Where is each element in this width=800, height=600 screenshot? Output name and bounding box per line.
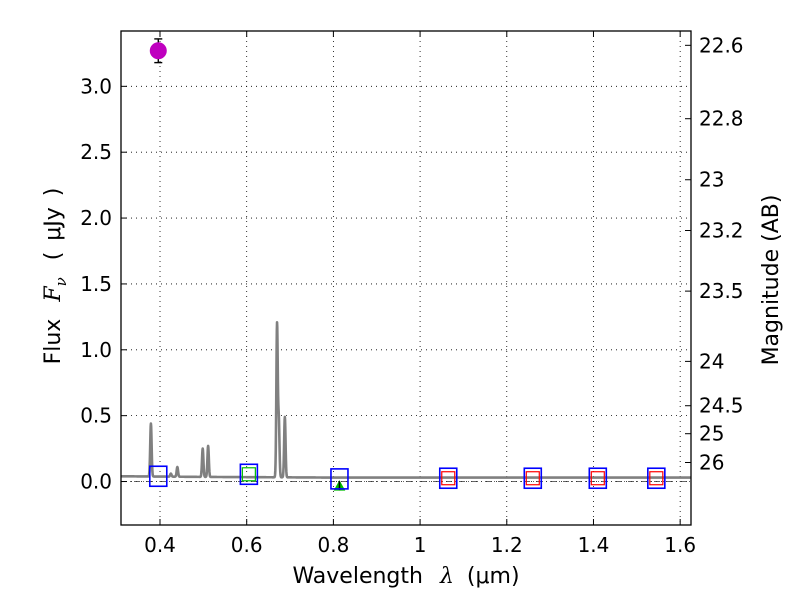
y2-tick-label: 23.5 (699, 279, 744, 303)
x-axis-label-unit-open: ( (467, 564, 476, 589)
y-tick-label: 1.0 (80, 338, 112, 362)
y-tick-label: 0.0 (80, 470, 112, 494)
y-axis-label-symbol: F (41, 286, 66, 303)
y-tick-label: 2.0 (80, 206, 112, 230)
model-photometry-square (330, 468, 349, 490)
y-axis-label-text: Flux (41, 319, 66, 365)
y-axis-label-subscript: ν (52, 277, 70, 286)
y2-tick-label: 23.2 (699, 219, 744, 243)
model-photometry-inner-square (241, 467, 256, 482)
y-tick-label: 0.5 (80, 404, 112, 428)
model-photometry-square (588, 467, 608, 490)
x-tick-label: 0.4 (144, 533, 176, 557)
x-tick-label: 1.2 (491, 533, 523, 557)
x-tick-label: 1.4 (578, 533, 610, 557)
y2-tick-label: 22.6 (699, 33, 744, 57)
model-photometry-inner-square (441, 471, 456, 486)
y-axis-label-unit: μJy (41, 207, 66, 241)
y-axis-label-unit-close: ) (41, 188, 66, 197)
photometry-group (148, 38, 666, 491)
x-axis-label: Wavelength λ (μm) (292, 564, 519, 589)
x-axis-label-symbol: λ (439, 564, 454, 589)
model-photometry-inner-square (525, 471, 540, 486)
model-photometry-square (523, 467, 543, 490)
model-spectrum-line (119, 320, 693, 479)
y2-tick-label: 26 (699, 450, 724, 474)
y-tick-label: 1.5 (80, 272, 112, 296)
y2-tick-label: 22.8 (699, 107, 744, 131)
plot-frame (120, 30, 692, 526)
y2-axis-label: Magnitude (AB) (759, 195, 784, 366)
model-photometry-square (239, 463, 259, 486)
y-axis-label-unit-open: ( (41, 252, 66, 261)
y2-tick-label: 25 (699, 422, 724, 446)
x-tick-label: 1 (414, 533, 427, 557)
model-photometry-square (438, 467, 458, 490)
y2-tick-label: 23 (699, 168, 724, 192)
x-axis-label-unit-close: ) (511, 564, 520, 589)
observed-flux-point (149, 42, 167, 60)
y2-tick-label: 24 (699, 349, 724, 373)
model-photometry-inner-square (649, 471, 664, 486)
y-axis-label: Flux Fν ( μJy ) (41, 188, 72, 365)
x-axis-label-text: Wavelength (292, 564, 423, 589)
grid (121, 31, 691, 525)
model-photometry-inner-square (590, 471, 605, 486)
ticks: 0.4 0.6 0.8 1 1.2 1.4 1.6 0.0 0.5 1.0 1.5 2.0 2.5 3.0… (80, 31, 744, 557)
x-tick-label: 1.6 (664, 533, 696, 557)
y-tick-label: 3.0 (80, 74, 112, 98)
y-tick-label: 2.5 (80, 140, 112, 164)
model-spectrum-group (119, 320, 693, 479)
model-photometry-square (647, 467, 666, 490)
x-axis-label-unit: μm (476, 564, 511, 589)
model-photometry-square (148, 465, 168, 488)
y2-tick-label: 24.5 (699, 394, 744, 418)
x-tick-label: 0.8 (317, 533, 349, 557)
x-tick-label: 0.6 (231, 533, 263, 557)
